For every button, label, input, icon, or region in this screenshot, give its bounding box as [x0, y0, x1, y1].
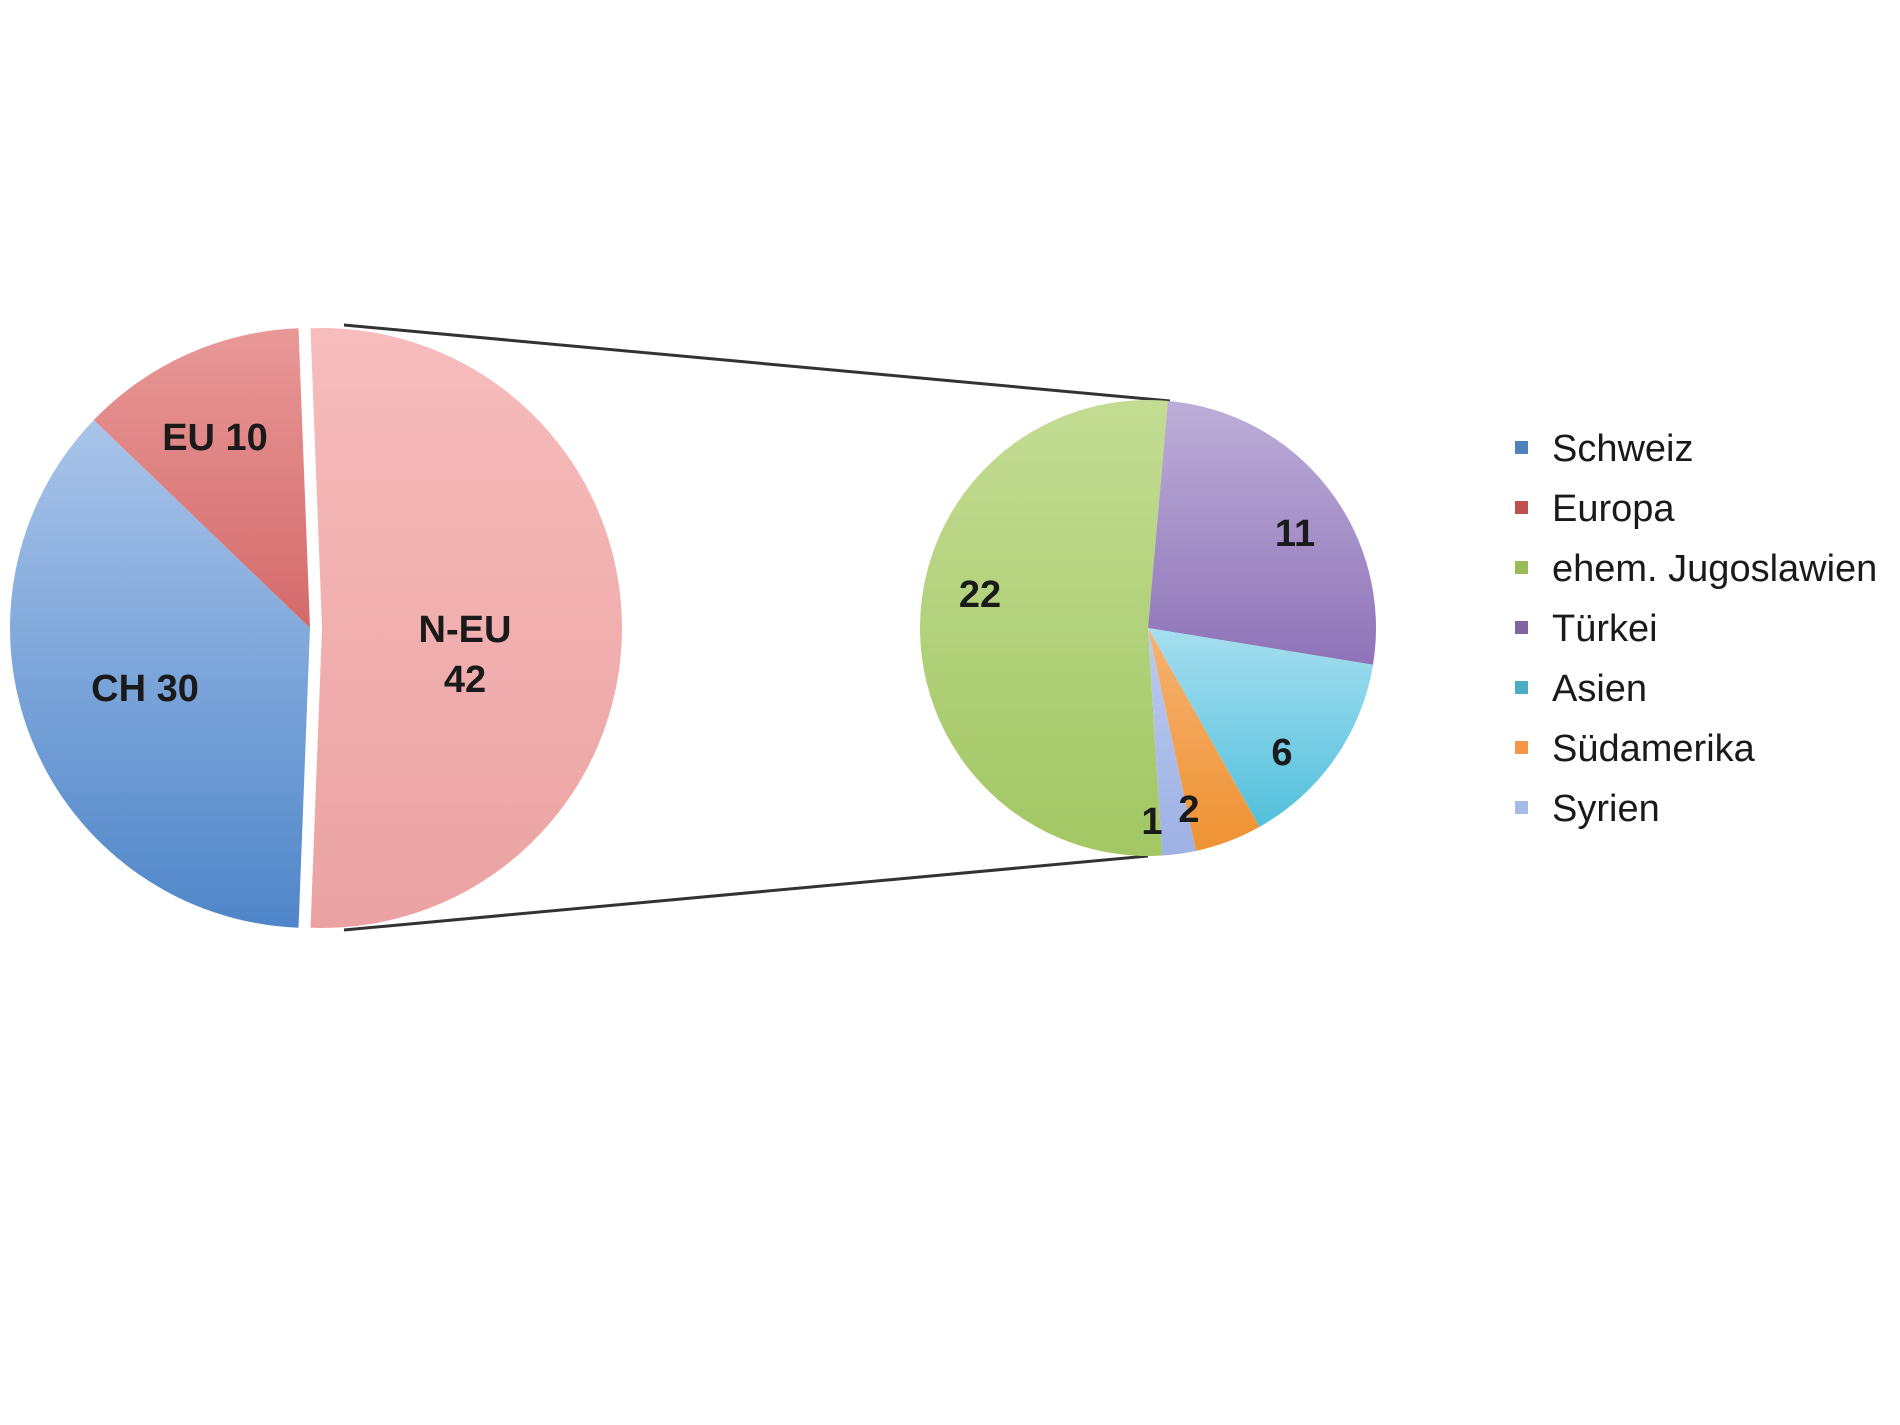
slice-neu	[310, 328, 622, 929]
legend-swatch-s-damerika	[1515, 741, 1528, 754]
connector-top	[343, 323, 1171, 403]
legend-swatch-asien	[1515, 681, 1528, 694]
label-tuerkei: 11	[1275, 513, 1315, 555]
legend-swatch-t-rkei	[1515, 621, 1528, 634]
label-syrien: 1	[1141, 801, 1162, 843]
legend-label-schweiz: Schweiz	[1552, 428, 1694, 470]
legend-swatch-syrien	[1515, 801, 1528, 814]
legend-label-europa: Europa	[1552, 488, 1675, 530]
label-eu: EU 10	[162, 417, 268, 459]
legend-label-asien: Asien	[1552, 668, 1647, 710]
slice-jugoslawien	[920, 400, 1168, 857]
legend-label-s-damerika: Südamerika	[1552, 728, 1756, 770]
legend-label-syrien: Syrien	[1552, 788, 1660, 830]
legend-swatch-ehem-jugoslawien	[1515, 561, 1528, 574]
slice-asien	[1148, 628, 1374, 827]
legend-label-ehem-jugoslawien: ehem. Jugoslawien	[1552, 548, 1877, 590]
label-asien: 6	[1271, 732, 1292, 774]
slice-eu	[93, 328, 310, 628]
legend: Schweiz Europa ehem. Jugoslawien Türkei Asie…	[1515, 428, 1877, 830]
slice-suedamerika	[1148, 628, 1260, 851]
legend-swatch-schweiz	[1515, 441, 1528, 454]
label-suedamerika: 2	[1178, 789, 1199, 831]
label-ch: CH 30	[91, 668, 199, 710]
label-jugoslawien: 22	[959, 574, 1001, 616]
detail-pie: 22 11 6 21	[920, 400, 1376, 857]
slice-tuerkei	[1148, 400, 1376, 665]
label-neu: N-EU 42	[419, 609, 512, 701]
connector-bottom	[343, 854, 1149, 932]
main-pie: CH 30 EU 10 N-EU 42	[9, 328, 622, 929]
slice-ch	[9, 419, 310, 928]
legend-label-t-rkei: Türkei	[1552, 608, 1658, 650]
slice-syrien	[1148, 628, 1196, 856]
legend-swatch-europa	[1515, 501, 1528, 514]
connector-lines	[343, 323, 1171, 932]
